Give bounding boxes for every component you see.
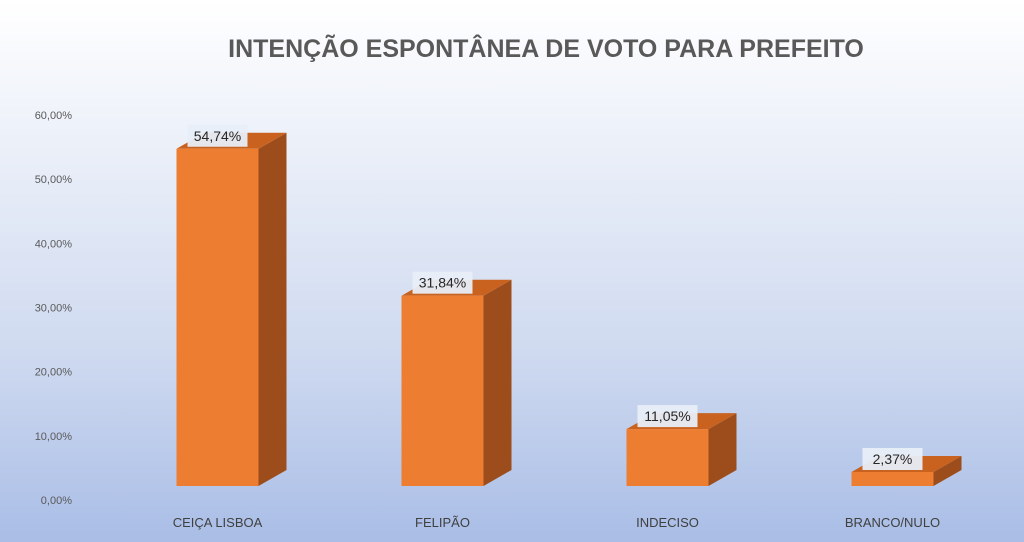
data-label: 2,37% [873,451,913,467]
data-label-background [187,124,248,147]
y-tick-label: 30,00% [35,303,73,315]
y-tick-label: 20,00% [35,367,73,379]
bar-front-face [851,472,934,486]
x-tick-label: INDECISO [636,515,699,530]
bar-front-face [401,295,484,486]
y-tick-label: 10,00% [35,431,73,443]
x-tick-label: FELIPÃO [415,515,470,530]
bar-side-face [933,456,962,486]
data-label: 31,84% [419,275,466,291]
x-axis: CEIÇA LISBOA FELIPÃO INDECISO BRANCO/NULO [173,515,940,530]
bar-side-face [483,279,512,486]
x-tick-label: BRANCO/NULO [845,515,940,530]
bars [176,132,962,487]
bar-side-face [258,132,287,487]
bar [176,132,287,487]
y-tick-label: 40,00% [35,238,73,250]
data-label-background [412,271,473,294]
data-label: 54,74% [194,128,241,144]
y-tick-label: 50,00% [35,174,73,186]
data-label-background [637,405,698,428]
data-label-background [862,448,923,470]
bar-side-face [708,413,737,486]
y-axis: 0,00% 10,00% 20,00% 30,00% 40,00% 50,00% 60,00… [35,110,73,507]
bar-front-face [176,148,259,487]
data-labels: 54,74% 31,84% 11,05% 2,37% [187,124,923,470]
bar [401,279,512,486]
y-tick-label: 0,00% [41,495,72,507]
bar-front-face [626,429,709,486]
chart-title: INTENÇÃO ESPONTÂNEA DE VOTO PARA PREFEIT… [228,33,864,63]
x-tick-label: CEIÇA LISBOA [173,515,263,530]
y-tick-label: 60,00% [35,110,73,122]
data-label: 11,05% [644,408,690,424]
